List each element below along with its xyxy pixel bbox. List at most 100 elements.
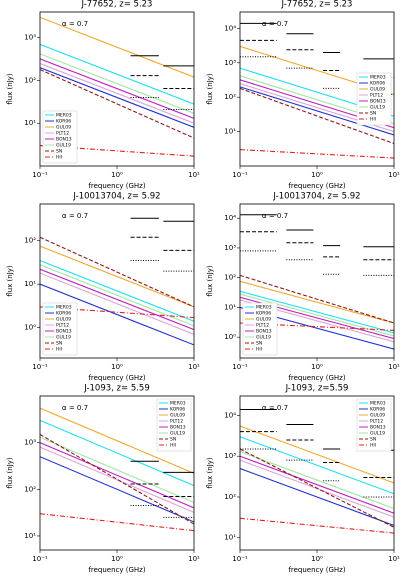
x-tick-label: 10¹ [188,555,200,563]
series-line [240,87,394,145]
y-axis-label: flux (nJy) [206,457,214,489]
panel: J-10013704, z= 5.92 α = 0.7 frequency (GHz… [6,192,200,383]
legend-label: MER03 [256,305,272,311]
plot-frame [39,11,195,167]
x-tick-label: 10¹ [388,555,400,563]
series-line [240,455,394,514]
legend-box [242,302,278,356]
plot-area [40,217,194,346]
y-tick-label: 10¹ [24,119,36,127]
legend-label: KOR06 [370,81,385,87]
chart-title: J-10013704, z= 5.92 [272,192,360,202]
legend-box [156,398,192,452]
annotation: α = 0.7 [262,20,288,28]
legend-label: SN [170,437,176,443]
legend-label: PLT12 [256,323,269,329]
annotation: α = 0.7 [62,404,88,412]
series-line [240,86,394,136]
legend-label: BON13 [256,329,272,335]
x-tick-label: 10⁻¹ [32,555,48,563]
series-line [40,69,194,139]
panel: J-1093, z= 5.59 α = 0.7 frequency (GHz) flu… [6,384,200,575]
legend-label: SN [256,341,262,347]
series-line [40,58,194,119]
x-tick-label: 10¹ [388,363,400,371]
legend-label: GUL19 [56,143,71,149]
legend-box [42,110,78,164]
legend-label: HII [256,347,262,353]
legend-label: KOR06 [370,407,385,413]
plot-area [240,408,394,534]
series-line [40,53,194,114]
legend-label: GUL19 [170,431,185,437]
legend-label: SN [56,341,62,347]
y-tick-label: 10² [24,76,36,84]
legend-box [42,302,78,356]
x-axis-label: frequency (GHz) [88,566,145,574]
series-line [240,149,394,159]
x-tick-label: 10⁰ [311,555,323,563]
x-axis-label: frequency (GHz) [88,182,145,190]
legend-label: SN [370,437,376,443]
y-axis-label: flux (nJy) [6,457,14,489]
series-line [240,293,394,337]
y-axis-label: flux (nJy) [6,73,14,105]
series-line [240,322,394,331]
legend-label: HII [370,117,376,123]
legend-label: BON13 [370,425,386,431]
x-tick-label: 10⁰ [311,171,323,179]
x-tick-label: 10⁻¹ [232,171,248,179]
y-tick-label: 10¹ [224,534,236,542]
legend-box [356,398,392,452]
y-tick-label: 10⁰ [224,333,236,341]
series-line [40,236,194,308]
chart-title: J-10013704, z= 5.92 [72,192,160,202]
annotation: α = 0.7 [262,212,288,220]
series-line [240,448,394,528]
y-tick-label: 10¹ [24,280,36,288]
y-tick-label: 10² [224,274,236,282]
series-line [40,419,194,487]
y-tick-label: 10³ [224,59,236,67]
y-tick-label: 10¹ [24,532,36,540]
panel: J-10013704, z= 5.92 α = 0.7 frequency (GHz… [206,192,400,383]
y-tick-label: 10² [24,485,36,493]
series-line [240,280,394,324]
legend-label: MER03 [370,75,386,81]
series-line [40,306,194,319]
series-line [40,283,194,346]
x-tick-label: 10⁻¹ [232,363,248,371]
legend-label: GUL19 [56,335,71,341]
series-line [240,290,394,334]
series-line [40,442,194,509]
legend-label: MER03 [370,401,386,407]
y-tick-label: 10⁴ [224,411,236,419]
series-line [240,274,394,324]
legend-label: GUL09 [256,317,271,323]
legend-label: KOR06 [256,311,271,317]
legend-label: BON13 [370,99,386,105]
plot-frame [39,395,195,551]
x-axis-label: frequency (GHz) [88,374,145,382]
y-tick-label: 10¹ [224,303,236,311]
chart-title: J-1093, z=5.59 [285,384,349,394]
y-axis-label: flux (nJy) [206,73,214,105]
legend-label: KOR06 [170,407,185,413]
series-line [40,407,194,474]
legend-label: GUL19 [256,335,271,341]
x-tick-label: 10¹ [188,363,200,371]
panel: J-77652, z= 5.23 α = 0.7 frequency (GHz) fl… [206,0,400,190]
legend-label: HII [370,443,376,449]
annotation: α = 0.7 [62,212,88,220]
legend-label: GUL19 [370,431,385,437]
chart-title: J-77652, z= 5.23 [281,0,353,10]
plot-area [40,16,194,157]
legend-label: BON13 [56,137,72,143]
plot-frame [239,395,395,551]
legend-label: GUL09 [56,125,71,131]
plot-frame [239,203,395,359]
series-line [40,513,194,532]
legend-box [356,72,392,126]
y-axis-label: flux (nJy) [6,265,14,297]
